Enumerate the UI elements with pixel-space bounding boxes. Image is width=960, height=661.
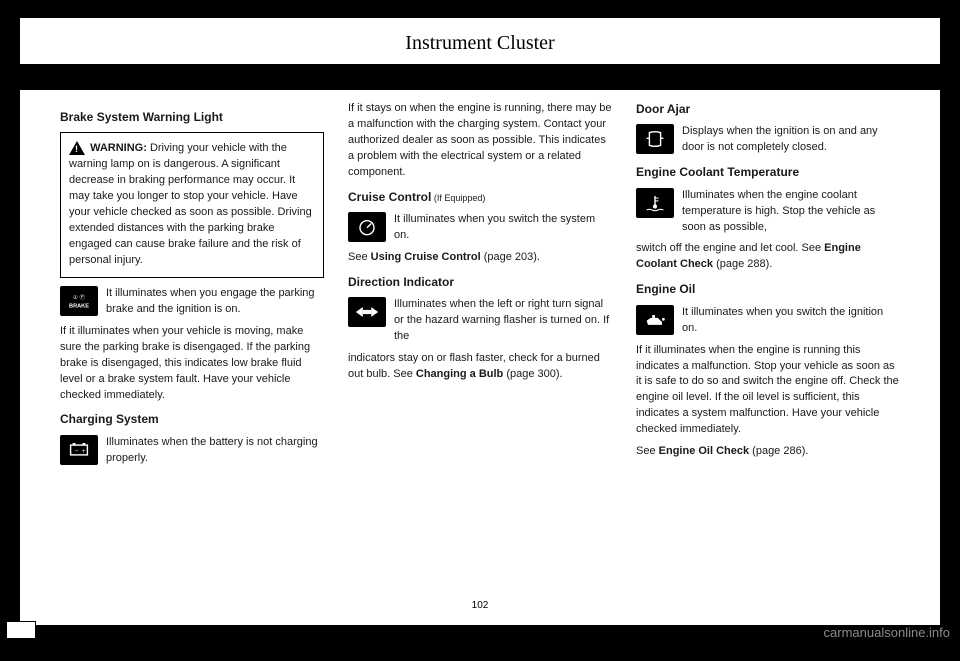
coolant-icon-block: Illuminates when the engine coolant temp… — [636, 188, 900, 236]
svg-text:−: − — [75, 448, 79, 455]
column-2: If it stays on when the engine is runnin… — [348, 101, 612, 473]
door-ajar-icon — [636, 124, 674, 154]
page-tab — [6, 621, 36, 639]
door-icon-text: Displays when the ignition is on and any… — [682, 124, 900, 156]
warning-text: Driving your vehicle with the warning la… — [69, 142, 312, 266]
brake-icon-block: ① Ⓟ BRAKE It illuminates when you engage … — [60, 286, 324, 318]
warning-label: WARNING: — [90, 142, 147, 154]
page: Instrument Cluster Brake System Warning … — [20, 18, 940, 625]
direction-rest-post: (page 300). — [503, 368, 562, 380]
cruise-see: See Using Cruise Control (page 203). — [348, 250, 612, 266]
cruise-heading: Cruise Control (If Equipped) — [348, 189, 612, 206]
charging-icon-text: Illuminates when the battery is not char… — [106, 435, 324, 467]
oil-see-post: (page 286). — [749, 445, 808, 457]
cruise-sub: (If Equipped) — [431, 193, 485, 203]
brake-icon-text: It illuminates when you engage the parki… — [106, 286, 324, 318]
charging-paragraph: If it stays on when the engine is runnin… — [348, 101, 612, 181]
cruise-see-pre: See — [348, 251, 371, 263]
brake-icon: ① Ⓟ BRAKE — [60, 286, 98, 316]
coolant-rest-post: (page 288). — [713, 258, 772, 270]
door-heading: Door Ajar — [636, 101, 900, 118]
direction-rest-bold: Changing a Bulb — [416, 368, 503, 380]
cruise-see-post: (page 203). — [481, 251, 540, 263]
warning-box: WARNING: Driving your vehicle with the w… — [60, 132, 324, 278]
brake-paragraph: If it illuminates when your vehicle is m… — [60, 324, 324, 404]
battery-icon: −+ — [60, 435, 98, 465]
charging-icon-block: −+ Illuminates when the battery is not c… — [60, 435, 324, 467]
oil-can-icon — [636, 305, 674, 335]
oil-see: See Engine Oil Check (page 286). — [636, 444, 900, 460]
speedometer-icon — [348, 212, 386, 242]
direction-rest: indicators stay on or flash faster, chec… — [348, 351, 612, 383]
coolant-rest-pre: switch off the engine and let cool. See — [636, 242, 824, 254]
cruise-icon-block: It illuminates when you switch the syste… — [348, 212, 612, 244]
content-columns: Brake System Warning Light WARNING: Driv… — [60, 101, 900, 473]
oil-icon-text: It illuminates when you switch the ignit… — [682, 305, 900, 337]
cruise-heading-text: Cruise Control — [348, 190, 431, 204]
oil-see-bold: Engine Oil Check — [659, 445, 749, 457]
oil-see-pre: See — [636, 445, 659, 457]
coolant-temp-icon — [636, 188, 674, 218]
brake-heading: Brake System Warning Light — [60, 109, 324, 126]
header-bar — [0, 64, 940, 90]
warning-triangle-icon — [69, 141, 85, 155]
page-number: 102 — [20, 600, 940, 611]
oil-icon-block: It illuminates when you switch the ignit… — [636, 305, 900, 337]
direction-icon-block: Illuminates when the left or right turn … — [348, 297, 612, 345]
watermark: carmanualsonline.info — [824, 625, 950, 640]
oil-paragraph: If it illuminates when the engine is run… — [636, 343, 900, 439]
direction-icon-text: Illuminates when the left or right turn … — [394, 297, 612, 345]
direction-heading: Direction Indicator — [348, 274, 612, 291]
turn-signal-icon — [348, 297, 386, 327]
coolant-icon-text: Illuminates when the engine coolant temp… — [682, 188, 900, 236]
svg-text:BRAKE: BRAKE — [69, 303, 89, 309]
page-title: Instrument Cluster — [60, 32, 900, 55]
coolant-heading: Engine Coolant Temperature — [636, 164, 900, 181]
cruise-see-bold: Using Cruise Control — [371, 251, 481, 263]
coolant-rest: switch off the engine and let cool. See … — [636, 241, 900, 273]
svg-text:① Ⓟ: ① Ⓟ — [73, 293, 86, 301]
column-1: Brake System Warning Light WARNING: Driv… — [60, 101, 324, 473]
cruise-icon-text: It illuminates when you switch the syste… — [394, 212, 612, 244]
charging-heading: Charging System — [60, 411, 324, 428]
svg-text:+: + — [82, 448, 86, 455]
column-3: Door Ajar Displays when the ignition is … — [636, 101, 900, 473]
door-icon-block: Displays when the ignition is on and any… — [636, 124, 900, 156]
oil-heading: Engine Oil — [636, 281, 900, 298]
